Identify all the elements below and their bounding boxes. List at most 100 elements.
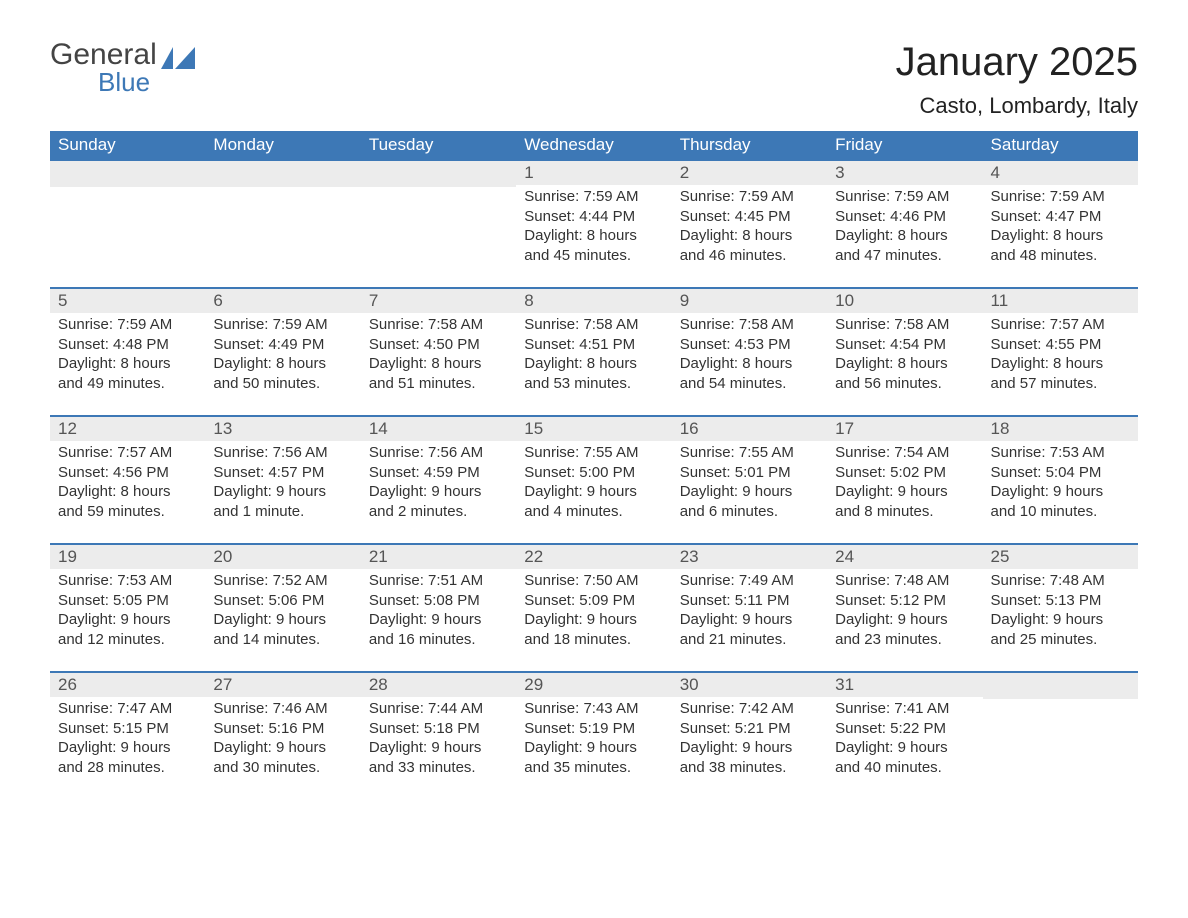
day-number: 6 [205,289,360,313]
daylight-line-1: Daylight: 9 hours [835,482,974,502]
day-number: 15 [516,417,671,441]
daylight-line-2: and 12 minutes. [58,630,197,650]
daylight-line-2: and 50 minutes. [213,374,352,394]
daylight-line-1: Daylight: 9 hours [680,482,819,502]
calendar-table: SundayMondayTuesdayWednesdayThursdayFrid… [50,131,1138,799]
day-cell: 6Sunrise: 7:59 AMSunset: 4:49 PMDaylight… [205,288,360,416]
daylight-line-2: and 46 minutes. [680,246,819,266]
daylight-line-1: Daylight: 8 hours [369,354,508,374]
logo-flag-icon [161,47,195,73]
day-number: 11 [983,289,1138,313]
sunrise-line: Sunrise: 7:56 AM [369,443,508,463]
sunset-line: Sunset: 5:02 PM [835,463,974,483]
sunrise-line: Sunrise: 7:41 AM [835,699,974,719]
daylight-line-2: and 1 minute. [213,502,352,522]
daylight-line-2: and 38 minutes. [680,758,819,778]
day-cell [361,160,516,288]
day-cell: 21Sunrise: 7:51 AMSunset: 5:08 PMDayligh… [361,544,516,672]
sunset-line: Sunset: 5:22 PM [835,719,974,739]
day-header: Monday [205,131,360,160]
daylight-line-1: Daylight: 8 hours [680,226,819,246]
sunset-line: Sunset: 4:57 PM [213,463,352,483]
sunset-line: Sunset: 5:16 PM [213,719,352,739]
daylight-line-2: and 18 minutes. [524,630,663,650]
daylight-line-2: and 2 minutes. [369,502,508,522]
daylight-line-2: and 48 minutes. [991,246,1130,266]
sunset-line: Sunset: 4:59 PM [369,463,508,483]
day-cell: 27Sunrise: 7:46 AMSunset: 5:16 PMDayligh… [205,672,360,799]
day-header: Sunday [50,131,205,160]
daylight-line-1: Daylight: 9 hours [991,610,1130,630]
daylight-line-1: Daylight: 8 hours [58,354,197,374]
day-number [50,161,205,187]
sunset-line: Sunset: 5:09 PM [524,591,663,611]
sunset-line: Sunset: 5:21 PM [680,719,819,739]
day-header: Friday [827,131,982,160]
logo: General Blue [50,40,195,95]
day-cell: 29Sunrise: 7:43 AMSunset: 5:19 PMDayligh… [516,672,671,799]
sunrise-line: Sunrise: 7:59 AM [991,187,1130,207]
daylight-line-1: Daylight: 8 hours [991,354,1130,374]
sunset-line: Sunset: 5:18 PM [369,719,508,739]
sunset-line: Sunset: 4:56 PM [58,463,197,483]
day-number: 3 [827,161,982,185]
daylight-line-1: Daylight: 9 hours [524,482,663,502]
daylight-line-1: Daylight: 8 hours [524,354,663,374]
daylight-line-2: and 21 minutes. [680,630,819,650]
day-cell: 8Sunrise: 7:58 AMSunset: 4:51 PMDaylight… [516,288,671,416]
sunset-line: Sunset: 4:47 PM [991,207,1130,227]
day-header-row: SundayMondayTuesdayWednesdayThursdayFrid… [50,131,1138,160]
daylight-line-1: Daylight: 8 hours [680,354,819,374]
day-cell: 22Sunrise: 7:50 AMSunset: 5:09 PMDayligh… [516,544,671,672]
sunset-line: Sunset: 4:51 PM [524,335,663,355]
sunset-line: Sunset: 4:46 PM [835,207,974,227]
day-number: 22 [516,545,671,569]
daylight-line-2: and 33 minutes. [369,758,508,778]
sunrise-line: Sunrise: 7:58 AM [369,315,508,335]
daylight-line-1: Daylight: 9 hours [369,738,508,758]
daylight-line-1: Daylight: 9 hours [680,610,819,630]
day-number: 2 [672,161,827,185]
sunrise-line: Sunrise: 7:53 AM [991,443,1130,463]
sunset-line: Sunset: 5:08 PM [369,591,508,611]
sunrise-line: Sunrise: 7:50 AM [524,571,663,591]
daylight-line-2: and 35 minutes. [524,758,663,778]
day-number: 29 [516,673,671,697]
calendar-body: 1Sunrise: 7:59 AMSunset: 4:44 PMDaylight… [50,160,1138,799]
daylight-line-1: Daylight: 9 hours [835,610,974,630]
sunrise-line: Sunrise: 7:49 AM [680,571,819,591]
sunset-line: Sunset: 4:44 PM [524,207,663,227]
day-number: 25 [983,545,1138,569]
day-number: 12 [50,417,205,441]
day-number: 14 [361,417,516,441]
sunrise-line: Sunrise: 7:58 AM [835,315,974,335]
day-number: 5 [50,289,205,313]
day-number: 7 [361,289,516,313]
daylight-line-2: and 57 minutes. [991,374,1130,394]
day-cell: 23Sunrise: 7:49 AMSunset: 5:11 PMDayligh… [672,544,827,672]
sunset-line: Sunset: 5:19 PM [524,719,663,739]
day-number: 20 [205,545,360,569]
daylight-line-1: Daylight: 8 hours [58,482,197,502]
title-block: January 2025 Casto, Lombardy, Italy [896,40,1138,125]
daylight-line-1: Daylight: 9 hours [213,610,352,630]
day-cell: 19Sunrise: 7:53 AMSunset: 5:05 PMDayligh… [50,544,205,672]
daylight-line-2: and 53 minutes. [524,374,663,394]
daylight-line-1: Daylight: 8 hours [524,226,663,246]
daylight-line-2: and 56 minutes. [835,374,974,394]
day-cell: 3Sunrise: 7:59 AMSunset: 4:46 PMDaylight… [827,160,982,288]
sunset-line: Sunset: 5:15 PM [58,719,197,739]
sunrise-line: Sunrise: 7:57 AM [58,443,197,463]
day-number: 31 [827,673,982,697]
sunrise-line: Sunrise: 7:58 AM [524,315,663,335]
day-number: 16 [672,417,827,441]
sunrise-line: Sunrise: 7:58 AM [680,315,819,335]
daylight-line-2: and 59 minutes. [58,502,197,522]
day-cell: 7Sunrise: 7:58 AMSunset: 4:50 PMDaylight… [361,288,516,416]
day-number: 1 [516,161,671,185]
daylight-line-2: and 28 minutes. [58,758,197,778]
sunrise-line: Sunrise: 7:59 AM [524,187,663,207]
sunrise-line: Sunrise: 7:54 AM [835,443,974,463]
sunset-line: Sunset: 5:11 PM [680,591,819,611]
day-header: Thursday [672,131,827,160]
